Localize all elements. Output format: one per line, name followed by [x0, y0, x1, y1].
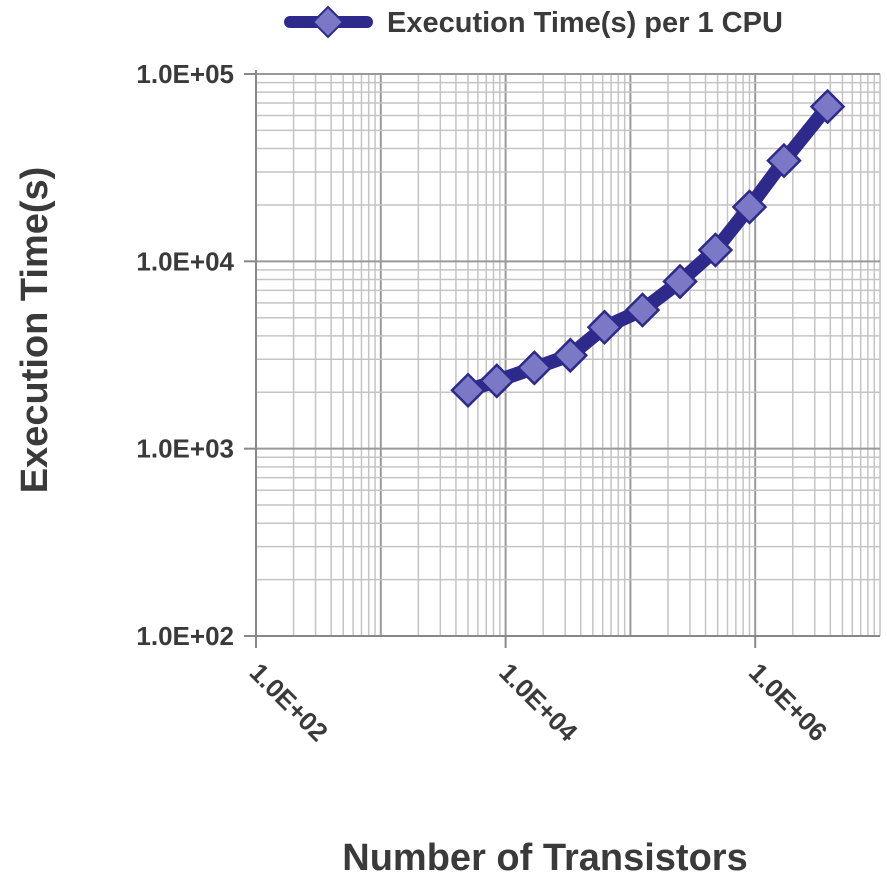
x-tick-labels: 1.0E+02 1.0E+04 1.0E+06: [244, 657, 833, 748]
data-point: [479, 363, 515, 399]
series-group: [450, 88, 846, 409]
y-tick-label: 1.0E+05: [136, 59, 234, 89]
data-point: [516, 350, 553, 386]
y-tick-labels: 1.0E+02 1.0E+03 1.0E+04 1.0E+05: [136, 59, 234, 651]
data-point: [731, 189, 768, 225]
data-point: [662, 263, 698, 300]
y-tick-label: 1.0E+02: [136, 621, 234, 651]
x-tick-label: 1.0E+06: [743, 657, 833, 747]
x-tick-label: 1.0E+02: [244, 657, 334, 747]
data-point: [450, 372, 486, 409]
legend-label: Execution Time(s) per 1 CPU: [387, 7, 783, 39]
data-point: [766, 142, 802, 179]
data-point: [809, 88, 846, 125]
legend: Execution Time(s) per 1 CPU: [284, 5, 783, 39]
y-tick-label: 1.0E+04: [136, 246, 234, 276]
data-point: [552, 337, 589, 374]
data-point: [697, 232, 734, 268]
y-axis-title: Execution Time(s): [14, 167, 56, 494]
x-tick-label: 1.0E+04: [493, 657, 584, 748]
data-point: [624, 292, 661, 328]
data-point: [586, 309, 623, 345]
legend-marker: [311, 5, 345, 39]
y-tick-label: 1.0E+03: [136, 434, 234, 464]
x-axis-title: Number of Transistors: [342, 837, 747, 879]
axes: [244, 70, 880, 648]
